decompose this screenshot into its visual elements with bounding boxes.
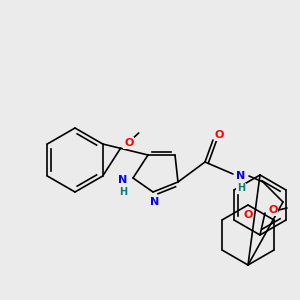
Text: N: N xyxy=(118,175,127,185)
Text: H: H xyxy=(119,187,127,197)
Text: N: N xyxy=(150,197,160,207)
Text: O: O xyxy=(124,138,134,148)
Text: O: O xyxy=(268,205,278,215)
Text: O: O xyxy=(214,130,224,140)
Text: H: H xyxy=(237,183,245,193)
Text: N: N xyxy=(236,171,246,181)
Text: O: O xyxy=(243,210,253,220)
